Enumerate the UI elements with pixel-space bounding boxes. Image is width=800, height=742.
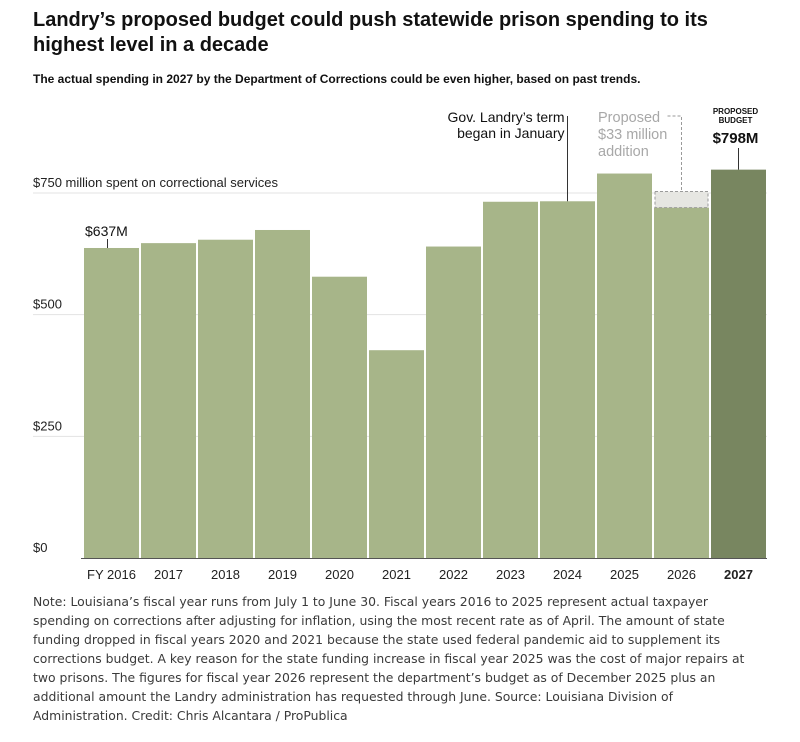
term-annotation-line: Gov. Landry’s term bbox=[448, 109, 565, 125]
bar bbox=[141, 243, 196, 559]
bar bbox=[369, 350, 424, 558]
addition-leader-line bbox=[667, 115, 682, 192]
bar bbox=[540, 201, 595, 559]
bar bbox=[654, 207, 709, 558]
bar bbox=[426, 246, 481, 559]
bars bbox=[84, 169, 766, 559]
y-tick-label: $0 bbox=[33, 540, 47, 555]
bar bbox=[312, 276, 367, 558]
page-subtitle: The actual spending in 2027 by the Depar… bbox=[33, 72, 641, 86]
x-tick-label: 2024 bbox=[553, 567, 582, 582]
y-tick-label: $250 bbox=[33, 418, 62, 433]
bar bbox=[84, 247, 139, 558]
addition-annotation-line: addition bbox=[598, 144, 649, 160]
bar bbox=[711, 169, 766, 558]
axis-labels: $0 $250 $500 $750 million spent on correcti… bbox=[33, 175, 753, 582]
x-tick-label: FY 2016 bbox=[87, 567, 136, 582]
first-bar-value-label: $637M bbox=[85, 223, 128, 239]
proposed-budget-caption: BUDGET bbox=[719, 116, 753, 125]
chart-note: Note: Louisiana’s fiscal year runs from … bbox=[33, 594, 745, 723]
bar bbox=[198, 239, 253, 558]
x-tick-label: 2023 bbox=[496, 567, 525, 582]
x-tick-label: 2017 bbox=[154, 567, 183, 582]
addition-annotation-line: Proposed bbox=[598, 110, 660, 126]
x-tick-label: 2027 bbox=[724, 567, 753, 582]
addition-annotation-line: $33 million bbox=[598, 127, 667, 143]
x-tick-label: 2019 bbox=[268, 567, 297, 582]
bar bbox=[597, 173, 652, 558]
y-tick-label: $750 million spent on correctional servi… bbox=[33, 175, 278, 190]
x-tick-label: 2020 bbox=[325, 567, 354, 582]
page-title: Landry’s proposed budget could push stat… bbox=[33, 9, 708, 56]
x-tick-label: 2022 bbox=[439, 567, 468, 582]
x-tick-label: 2018 bbox=[211, 567, 240, 582]
bar bbox=[483, 201, 538, 558]
proposed-addition-segment bbox=[654, 191, 709, 209]
bar bbox=[255, 229, 310, 558]
y-tick-label: $500 bbox=[33, 297, 62, 312]
x-tick-label: 2026 bbox=[667, 567, 696, 582]
proposed-budget-value-label: $798M bbox=[713, 130, 759, 147]
proposed-budget-caption: PROPOSED bbox=[713, 107, 759, 116]
x-tick-label: 2025 bbox=[610, 567, 639, 582]
x-tick-label: 2021 bbox=[382, 567, 411, 582]
term-annotation-line: began in January bbox=[457, 125, 564, 141]
